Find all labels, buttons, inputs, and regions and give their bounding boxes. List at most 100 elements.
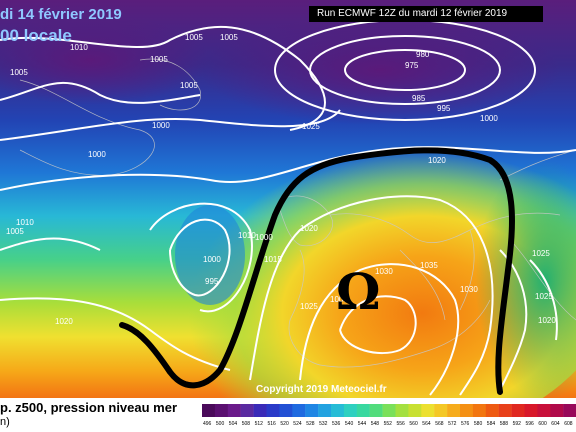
legend-swatch (511, 404, 525, 417)
isobar-label: 1020 (300, 224, 318, 233)
isobar-label: 1030 (375, 267, 393, 276)
legend-swatch (331, 404, 345, 417)
legend-swatch (537, 404, 551, 417)
legend-swatch (202, 404, 216, 417)
legend-swatch (485, 404, 499, 417)
legend-swatch (292, 404, 306, 417)
isobars (0, 19, 576, 396)
legend-swatch (382, 404, 396, 417)
legend-swatch (369, 404, 383, 417)
legend-value: 604 (551, 421, 560, 427)
isobar-label: 1025 (302, 122, 320, 131)
isobar-label: 1005 (330, 295, 348, 304)
legend-swatch (318, 404, 332, 417)
legend-value: 556 (397, 421, 406, 427)
isobar-label: 1005 (10, 68, 28, 77)
isobar-label: 985 (412, 94, 426, 103)
isobar-label: 1020 (55, 317, 73, 326)
isobar-label: 980 (416, 50, 430, 59)
color-scale-legend: 496 500 504 508 512 516 520 524 528 532 536 540 544 5… (202, 404, 576, 427)
legend-swatch (434, 404, 448, 417)
legend-swatch (266, 404, 280, 417)
legend-value: 508 (242, 421, 251, 427)
isobar-label: 975 (405, 61, 419, 70)
isobar-label: 1010 (16, 218, 34, 227)
isobar-label: 1005 (6, 227, 24, 236)
legend-value: 576 (461, 421, 470, 427)
legend-swatch (395, 404, 409, 417)
isobar-label: 995 (437, 104, 451, 113)
isobar-label: 995 (205, 277, 219, 286)
legend-swatch (421, 404, 435, 417)
legend-value: 600 (538, 421, 547, 427)
legend-value: 564 (422, 421, 431, 427)
legend-swatch (524, 404, 538, 417)
legend-swatch (498, 404, 512, 417)
omega-symbol: Ω (336, 262, 381, 321)
legend-value: 572 (448, 421, 457, 427)
isobar-label: 1020 (428, 156, 446, 165)
isobar-label: 1000 (88, 150, 106, 159)
legend-swatch (472, 404, 486, 417)
isobar-label: 1010 (238, 231, 256, 240)
isobar-label: 1000 (203, 255, 221, 264)
isobar-label: 1015 (264, 255, 282, 264)
isobar-label: 1000 (255, 233, 273, 242)
legend-swatch (279, 404, 293, 417)
legend-swatch (563, 404, 576, 417)
legend-value: 532 (319, 421, 328, 427)
legend-value: 580 (474, 421, 483, 427)
isobar-label: 1005 (220, 33, 238, 42)
legend-value: 504 (229, 421, 238, 427)
legend-swatch (253, 404, 267, 417)
legend-value: 544 (358, 421, 367, 427)
legend-value: 540 (345, 421, 354, 427)
map-time-title: 00 locale (0, 26, 72, 45)
legend-value: 536 (332, 421, 341, 427)
legend-swatch (447, 404, 461, 417)
isobar-label: 1025 (300, 302, 318, 311)
coastlines (19, 58, 576, 368)
legend-value: 584 (487, 421, 496, 427)
legend-value: 592 (513, 421, 522, 427)
legend-value: 528 (306, 421, 315, 427)
legend-value: 608 (564, 421, 573, 427)
legend-swatch (227, 404, 241, 417)
legend-swatch (240, 404, 254, 417)
legend-value: 512 (255, 421, 264, 427)
legend-value: 552 (384, 421, 393, 427)
legend-value: 524 (293, 421, 302, 427)
legend-value: 548 (371, 421, 380, 427)
legend-swatch (408, 404, 422, 417)
legend-value: 500 (216, 421, 225, 427)
legend-swatch (356, 404, 370, 417)
isobar-label: 1035 (420, 261, 438, 270)
isobar-label: 1010 (70, 43, 88, 52)
legend-value: 520 (280, 421, 289, 427)
legend-swatch (460, 404, 474, 417)
isobar-label: 1005 (180, 81, 198, 90)
isobar-label: 1025 (532, 249, 550, 258)
isobar-label: 1025 (535, 292, 553, 301)
legend-value: 568 (435, 421, 444, 427)
isobar-label: 1000 (152, 121, 170, 130)
legend-value: 588 (500, 421, 509, 427)
copyright-text: Copyright 2019 Meteociel.fr (256, 384, 387, 395)
isobar-label: 1020 (538, 316, 556, 325)
isobar-label: 1000 (480, 114, 498, 123)
legend-value: 516 (268, 421, 277, 427)
isobar-label: 1005 (150, 55, 168, 64)
omega-block-ridge (119, 147, 515, 395)
legend-unit: n) (0, 416, 10, 428)
legend-value: 596 (526, 421, 535, 427)
legend-swatch (550, 404, 564, 417)
legend-label: p. z500, pression niveau mer (0, 400, 178, 415)
map-date-title: di 14 février 2019 (0, 6, 122, 23)
legend-value: 496 (203, 421, 212, 427)
legend-swatch (343, 404, 357, 417)
isobar-label: 1030 (460, 285, 478, 294)
legend-swatch (214, 404, 228, 417)
